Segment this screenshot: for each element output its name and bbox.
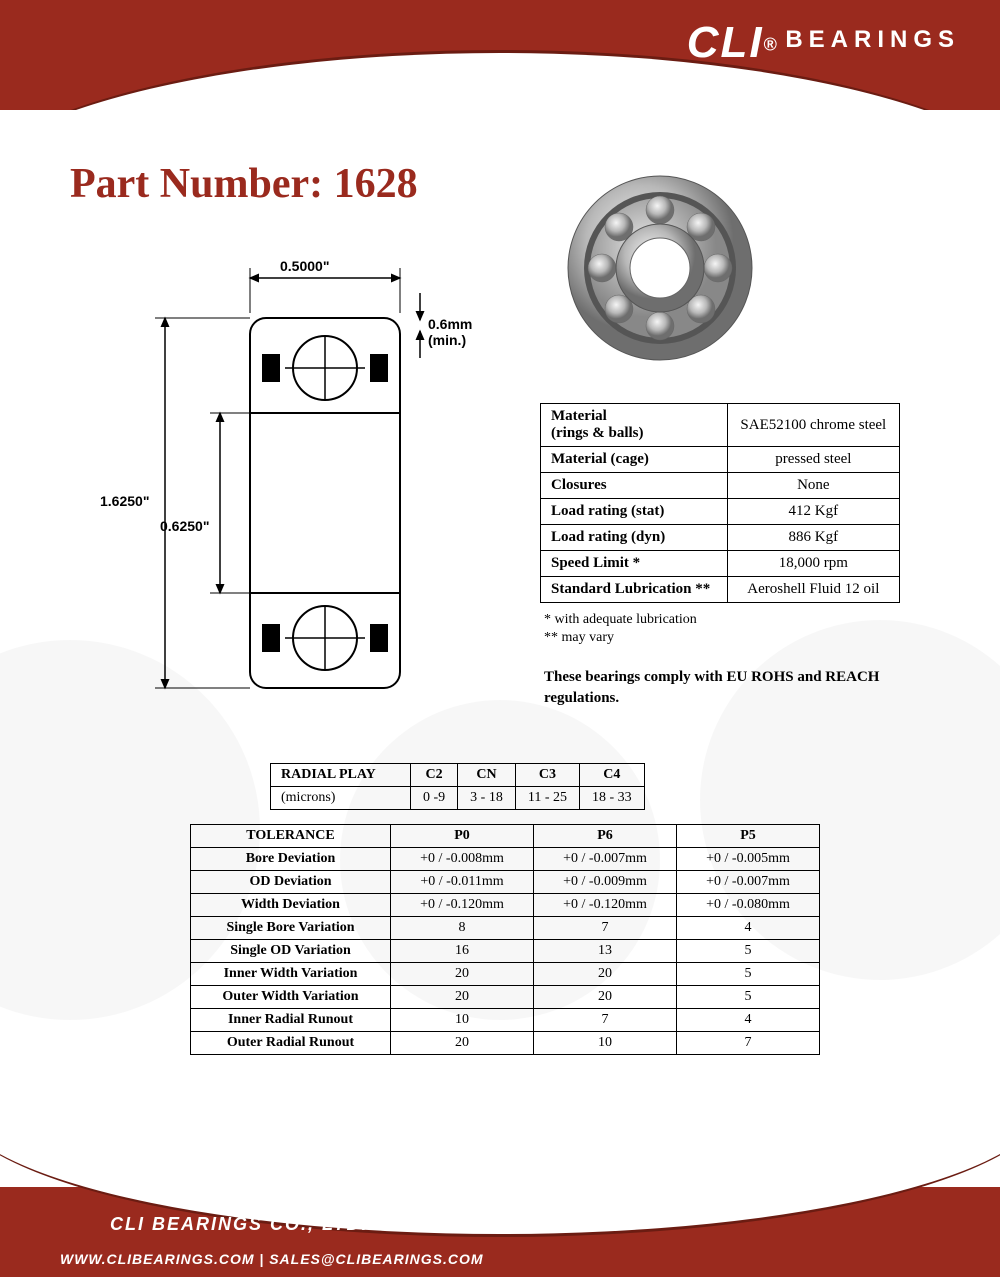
tolerance-table: TOLERANCEP0P6P5 Bore Deviation+0 / -0.00… [190,824,820,1055]
spec-value: Aeroshell Fluid 12 oil [727,577,899,603]
footer-banner: CLI BEARINGS CO., LTD. WWW.CLIBEARINGS.C… [0,1187,1000,1277]
tol-value: 20 [391,1032,534,1055]
dim-chamfer: 0.6mm (min.) [428,316,490,348]
spec-value: None [727,473,899,499]
footer-sep: | [259,1251,269,1267]
spec-value: 412 Kgf [727,499,899,525]
tol-value: 7 [534,1009,677,1032]
brand-cli: CLI [687,18,764,67]
tol-value: 20 [534,986,677,1009]
spec-label: Material (cage) [541,447,728,473]
header-banner: CLI® BEARINGS [0,0,1000,110]
tol-col: P6 [534,825,677,848]
tol-value: 7 [534,917,677,940]
tol-row-label: Inner Width Variation [191,963,391,986]
tol-row-label: Bore Deviation [191,848,391,871]
tol-value: 5 [677,940,820,963]
spec-value: 886 Kgf [727,525,899,551]
tol-value: 8 [391,917,534,940]
tol-value: +0 / -0.120mm [391,894,534,917]
spec-table: Material (rings & balls)SAE52100 chrome … [540,403,900,603]
tol-value: 7 [677,1032,820,1055]
brand-reg: ® [764,35,779,55]
dim-inner: 0.6250" [160,518,209,534]
tol-value: 5 [677,963,820,986]
compliance-text: These bearings comply with EU ROHS and R… [544,667,950,709]
tol-row-label: OD Deviation [191,871,391,894]
radial-col: C3 [515,764,579,787]
tol-value: +0 / -0.005mm [677,848,820,871]
radial-col: C4 [580,764,645,787]
radial-col: C2 [411,764,458,787]
radial-col: CN [458,764,516,787]
radial-value: 11 - 25 [515,787,579,810]
tol-value: +0 / -0.008mm [391,848,534,871]
tol-value: 5 [677,986,820,1009]
tol-value: +0 / -0.009mm [534,871,677,894]
bearing-photo [560,168,950,373]
spec-label: Closures [541,473,728,499]
tol-row-label: Outer Width Variation [191,986,391,1009]
radial-unit: (microns) [271,787,411,810]
tol-value: +0 / -0.007mm [534,848,677,871]
tol-row-label: Outer Radial Runout [191,1032,391,1055]
tol-row-label: Inner Radial Runout [191,1009,391,1032]
tol-value: 20 [391,963,534,986]
spec-label: Speed Limit * [541,551,728,577]
tol-value: +0 / -0.080mm [677,894,820,917]
footer-email: SALES@CLIBEARINGS.COM [269,1251,483,1267]
tol-value: 20 [534,963,677,986]
dim-width: 0.5000" [280,258,329,274]
spec-value: pressed steel [727,447,899,473]
tol-value: 4 [677,917,820,940]
footer-company: CLI BEARINGS CO., LTD. [110,1214,369,1235]
radial-play-table: RADIAL PLAYC2CNC3C4 (microns)0 -93 - 181… [270,763,645,810]
footer-url: WWW.CLIBEARINGS.COM [60,1251,255,1267]
radial-value: 3 - 18 [458,787,516,810]
radial-value: 18 - 33 [580,787,645,810]
tol-value: +0 / -0.011mm [391,871,534,894]
bearing-diagram: 0.5000" 0.6mm (min.) 1.6250" 0.6250" [70,258,490,723]
radial-value: 0 -9 [411,787,458,810]
brand-logo: CLI® BEARINGS [687,18,960,68]
tol-value: 16 [391,940,534,963]
tol-row-label: Single Bore Variation [191,917,391,940]
spec-value: 18,000 rpm [727,551,899,577]
tol-value: +0 / -0.007mm [677,871,820,894]
tol-value: 10 [391,1009,534,1032]
spec-label: Standard Lubrication ** [541,577,728,603]
spec-note-1: * with adequate lubrication [544,611,950,629]
spec-label: Load rating (dyn) [541,525,728,551]
tol-value: 4 [677,1009,820,1032]
spec-label: Load rating (stat) [541,499,728,525]
tol-row-label: Width Deviation [191,894,391,917]
tol-col: P5 [677,825,820,848]
spec-label: Material (rings & balls) [541,404,728,447]
tol-value: 10 [534,1032,677,1055]
tol-value: +0 / -0.120mm [534,894,677,917]
tol-col: P0 [391,825,534,848]
tol-value: 13 [534,940,677,963]
tol-value: 20 [391,986,534,1009]
tol-row-label: Single OD Variation [191,940,391,963]
spec-note-2: ** may vary [544,629,950,647]
tol-title: TOLERANCE [191,825,391,848]
brand-bearings: BEARINGS [785,26,960,53]
dim-outer: 1.6250" [100,493,149,509]
spec-value: SAE52100 chrome steel [727,404,899,447]
radial-title: RADIAL PLAY [271,764,411,787]
